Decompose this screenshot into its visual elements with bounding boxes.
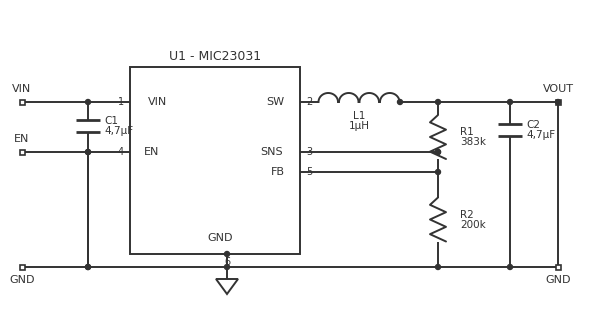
Circle shape — [435, 149, 441, 155]
Circle shape — [555, 99, 561, 105]
Circle shape — [435, 149, 441, 155]
Text: R1: R1 — [460, 127, 474, 137]
Text: SW: SW — [266, 97, 284, 107]
Text: L1: L1 — [353, 111, 365, 121]
Circle shape — [435, 264, 441, 270]
Polygon shape — [216, 279, 238, 294]
Circle shape — [86, 149, 90, 155]
Text: EN: EN — [14, 134, 30, 144]
Circle shape — [86, 264, 90, 270]
Text: 1: 1 — [118, 97, 124, 107]
Text: 1μH: 1μH — [349, 121, 369, 131]
Text: 4: 4 — [118, 147, 124, 157]
Text: GND: GND — [545, 275, 571, 285]
Circle shape — [86, 149, 90, 155]
Text: 4,7μF: 4,7μF — [104, 126, 133, 136]
Text: 5: 5 — [306, 167, 312, 177]
Text: SNS: SNS — [261, 147, 283, 157]
Text: FB: FB — [271, 167, 285, 177]
Text: VIN: VIN — [148, 97, 168, 107]
Bar — [20, 149, 24, 155]
Text: GND: GND — [207, 233, 233, 243]
Circle shape — [225, 251, 229, 257]
Circle shape — [507, 264, 513, 270]
Bar — [555, 99, 561, 105]
Text: U1 - MIC23031: U1 - MIC23031 — [169, 50, 261, 62]
Circle shape — [435, 99, 441, 105]
Circle shape — [397, 99, 403, 105]
Circle shape — [435, 169, 441, 175]
Circle shape — [86, 99, 90, 105]
Text: GND: GND — [10, 275, 35, 285]
Circle shape — [225, 264, 229, 270]
Text: EN: EN — [144, 147, 160, 157]
Text: 3: 3 — [306, 147, 312, 157]
Text: 6: 6 — [224, 257, 230, 267]
Circle shape — [507, 99, 513, 105]
Text: C1: C1 — [104, 116, 118, 126]
Text: 4,7μF: 4,7μF — [526, 130, 555, 140]
Text: 383k: 383k — [460, 137, 486, 147]
Circle shape — [86, 264, 90, 270]
Text: R2: R2 — [460, 210, 474, 220]
Bar — [20, 99, 24, 105]
Bar — [20, 264, 24, 270]
Text: VOUT: VOUT — [542, 84, 573, 94]
Text: 2: 2 — [306, 97, 312, 107]
Text: 200k: 200k — [460, 220, 486, 230]
Text: C2: C2 — [526, 120, 540, 130]
Text: VIN: VIN — [12, 84, 31, 94]
Bar — [555, 264, 561, 270]
Bar — [130, 67, 300, 254]
